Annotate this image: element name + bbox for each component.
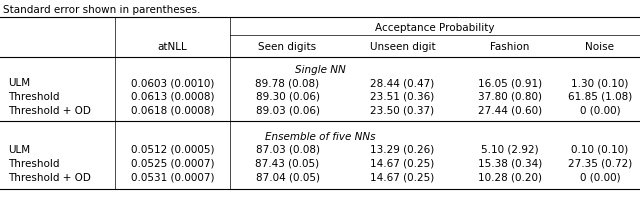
- Text: 0 (0.00): 0 (0.00): [580, 172, 620, 182]
- Text: Ensemble of five NNs: Ensemble of five NNs: [265, 131, 375, 141]
- Text: 0.0531 (0.0007): 0.0531 (0.0007): [131, 172, 214, 182]
- Text: 87.03 (0.08): 87.03 (0.08): [255, 144, 319, 154]
- Text: 37.80 (0.80): 37.80 (0.80): [478, 92, 542, 101]
- Text: Threshold + OD: Threshold + OD: [8, 172, 91, 182]
- Text: 27.35 (0.72): 27.35 (0.72): [568, 158, 632, 168]
- Text: 1.30 (0.10): 1.30 (0.10): [572, 78, 628, 87]
- Text: Seen digits: Seen digits: [259, 42, 317, 52]
- Text: Unseen digit: Unseen digit: [370, 42, 435, 52]
- Text: 14.67 (0.25): 14.67 (0.25): [371, 158, 435, 168]
- Text: 0.0603 (0.0010): 0.0603 (0.0010): [131, 78, 214, 87]
- Text: 10.28 (0.20): 10.28 (0.20): [478, 172, 542, 182]
- Text: 87.43 (0.05): 87.43 (0.05): [255, 158, 319, 168]
- Text: 0.0613 (0.0008): 0.0613 (0.0008): [131, 92, 214, 101]
- Text: Threshold: Threshold: [8, 158, 60, 168]
- Text: 15.38 (0.34): 15.38 (0.34): [478, 158, 542, 168]
- Text: Standard error shown in parentheses.: Standard error shown in parentheses.: [3, 5, 200, 15]
- Text: 89.03 (0.06): 89.03 (0.06): [255, 105, 319, 115]
- Text: 16.05 (0.91): 16.05 (0.91): [478, 78, 542, 87]
- Text: 0.0525 (0.0007): 0.0525 (0.0007): [131, 158, 214, 168]
- Text: 0.0512 (0.0005): 0.0512 (0.0005): [131, 144, 214, 154]
- Text: 89.30 (0.06): 89.30 (0.06): [255, 92, 319, 101]
- Text: 5.10 (2.92): 5.10 (2.92): [481, 144, 539, 154]
- Text: ULM: ULM: [8, 144, 30, 154]
- Text: 0.10 (0.10): 0.10 (0.10): [572, 144, 628, 154]
- Text: 0 (0.00): 0 (0.00): [580, 105, 620, 115]
- Text: Threshold + OD: Threshold + OD: [8, 105, 91, 115]
- Text: Threshold: Threshold: [8, 92, 60, 101]
- Text: 23.50 (0.37): 23.50 (0.37): [371, 105, 435, 115]
- Text: 28.44 (0.47): 28.44 (0.47): [371, 78, 435, 87]
- Text: Noise: Noise: [586, 42, 614, 52]
- Text: Single NN: Single NN: [294, 65, 346, 75]
- Text: 61.85 (1.08): 61.85 (1.08): [568, 92, 632, 101]
- Text: 0.0618 (0.0008): 0.0618 (0.0008): [131, 105, 214, 115]
- Text: 27.44 (0.60): 27.44 (0.60): [478, 105, 542, 115]
- Text: 14.67 (0.25): 14.67 (0.25): [371, 172, 435, 182]
- Text: 13.29 (0.26): 13.29 (0.26): [371, 144, 435, 154]
- Text: atNLL: atNLL: [157, 42, 188, 52]
- Text: ULM: ULM: [8, 78, 30, 87]
- Text: 89.78 (0.08): 89.78 (0.08): [255, 78, 319, 87]
- Text: Fashion: Fashion: [490, 42, 530, 52]
- Text: 23.51 (0.36): 23.51 (0.36): [371, 92, 435, 101]
- Text: 87.04 (0.05): 87.04 (0.05): [255, 172, 319, 182]
- Text: Acceptance Probability: Acceptance Probability: [375, 23, 495, 33]
